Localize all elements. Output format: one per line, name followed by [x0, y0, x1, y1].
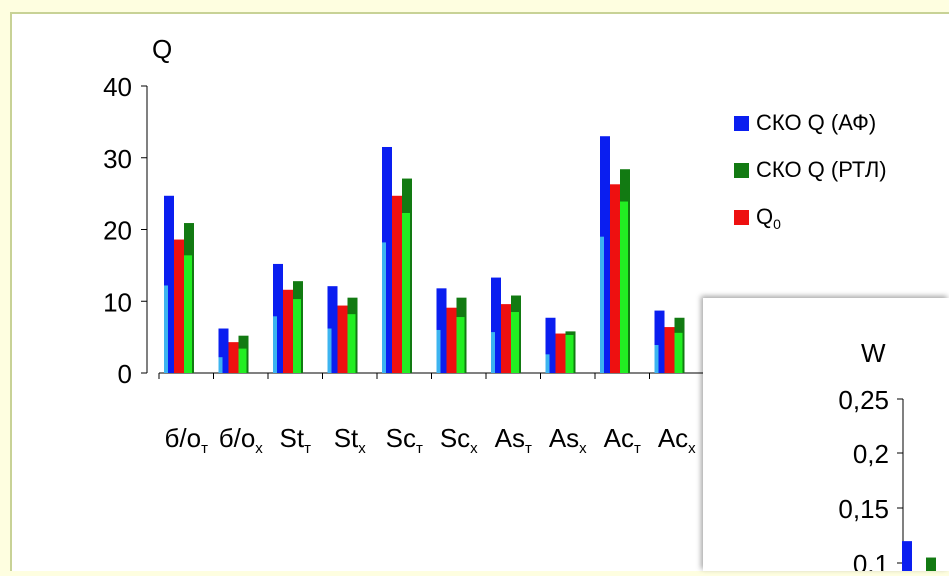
y-tick-label: 0,25 — [838, 385, 889, 415]
x-tick-label: Stх — [334, 423, 367, 457]
bar-q0 — [664, 327, 675, 373]
y-tick-label: 0 — [118, 359, 132, 389]
bar-sko-rtl-inner — [293, 299, 301, 373]
bar-sko-af — [327, 286, 338, 373]
bar-sko-af — [600, 136, 610, 373]
bar-sko-af-inner — [491, 332, 495, 373]
x-tick-labels: б/от б/ох Stт Stх Scт Scх Asт Asх Acт Acх — [165, 423, 697, 457]
legend-swatch — [734, 210, 749, 225]
bar-q0 — [501, 304, 511, 373]
legend-label: СКО Q (РТЛ) — [756, 157, 887, 182]
y-axis: 0,25 0,2 0,15 0,1 — [838, 385, 904, 576]
bar-sko-rtl — [926, 557, 936, 571]
bar-q0 — [337, 305, 348, 373]
bar-group — [902, 541, 936, 571]
bar-sko-rtl-inner — [347, 314, 356, 373]
bar-sko-af-inner — [436, 329, 441, 373]
legend-swatch — [734, 116, 749, 131]
bar-sko-af — [491, 277, 501, 373]
bar-q0 — [228, 342, 239, 373]
bar-sko-af-inner — [327, 328, 332, 373]
x-tick-label: б/ох — [219, 423, 264, 457]
bar-sko-rtl-inner — [511, 312, 519, 373]
y-tick-label: 20 — [103, 216, 132, 246]
x-tick-label: Stт — [280, 423, 312, 457]
bar-sko-af — [436, 288, 447, 373]
y-tick-label: 0,2 — [853, 439, 889, 469]
x-axis — [158, 372, 705, 379]
bar-sko-af-inner — [273, 316, 277, 373]
legend: СКО Q (АФ) СКО Q (РТЛ) Q0 — [734, 110, 887, 232]
bar-sko-af — [654, 310, 665, 373]
y-axis-label: W — [861, 338, 886, 368]
bar-sko-af — [273, 263, 283, 373]
bar-q0 — [446, 307, 457, 373]
x-tick-label: Acт — [604, 423, 641, 457]
y-tick-label: 0,1 — [853, 549, 889, 571]
bar-sko-rtl-inner — [620, 201, 628, 373]
y-tick-label: 0,15 — [838, 494, 889, 524]
bar-sko-af — [902, 541, 912, 571]
bar-group — [164, 136, 685, 373]
x-tick-label: Asх — [549, 423, 587, 457]
x-tick-label: Acх — [658, 423, 696, 457]
bar-sko-af-inner — [600, 236, 604, 373]
bar-sko-rtl-inner — [565, 334, 574, 373]
bar-sko-af — [164, 195, 174, 373]
x-tick-label: б/от — [165, 423, 209, 457]
bar-sko-rtl-inner — [238, 348, 247, 373]
legend-label: Q0 — [756, 204, 781, 232]
bar-sko-rtl-inner — [674, 332, 683, 373]
x-tick-label: Asт — [495, 423, 532, 457]
bar-sko-af-inner — [545, 354, 550, 373]
y-tick-label: 30 — [103, 144, 132, 174]
bar-sko-af — [382, 146, 392, 373]
x-tick-label: Scх — [440, 423, 478, 457]
y-axis-label: Q — [152, 34, 172, 64]
legend-label: СКО Q (АФ) — [756, 110, 876, 135]
bar-sko-rtl-inner — [456, 317, 465, 373]
y-tick-label: 10 — [103, 287, 132, 317]
bar-sko-af-inner — [382, 242, 386, 373]
bar-sko-rtl-inner — [402, 212, 410, 373]
bar-q0 — [555, 333, 566, 373]
legend-swatch — [734, 163, 749, 178]
bar-q0 — [174, 239, 184, 373]
bar-sko-af-inner — [654, 345, 659, 373]
w-chart: W 0,25 0,2 0,15 0,1 — [838, 338, 936, 576]
bar-sko-af-inner — [218, 357, 223, 373]
y-tick-label: 40 — [103, 72, 132, 102]
bar-sko-rtl-inner — [184, 255, 192, 373]
bar-q0 — [283, 289, 293, 373]
w-chart-panel: W 0,25 0,2 0,15 0,1 — [703, 298, 949, 576]
x-tick-label: Scт — [386, 423, 423, 457]
y-axis: 0 10 20 30 40 — [103, 72, 148, 389]
bar-sko-af-inner — [164, 285, 168, 373]
bar-sko-af — [218, 328, 229, 373]
bar-sko-af — [545, 317, 556, 373]
bar-q0 — [610, 184, 620, 373]
bar-q0 — [392, 195, 402, 373]
